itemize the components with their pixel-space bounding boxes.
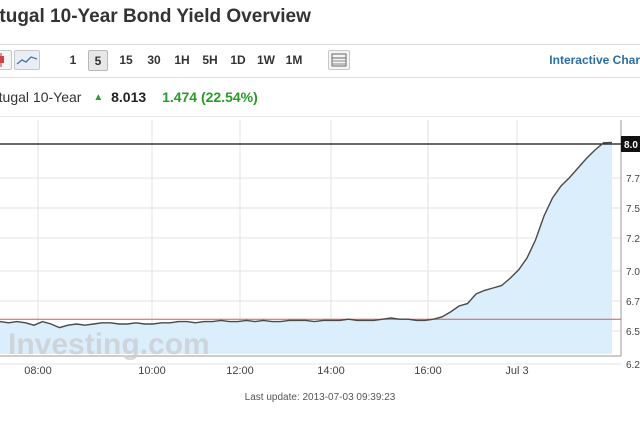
up-arrow-icon: ▲ [93, 92, 104, 103]
last-price: 8.013 [111, 89, 147, 105]
timeframe-1d[interactable]: 1D [230, 53, 246, 67]
y-tick-label: 7.5 [626, 204, 640, 215]
x-tick-label: 10:00 [138, 365, 166, 377]
timeframe-5[interactable]: 5 [88, 50, 108, 71]
last-update: Last update: 2013-07-03 09:39:23 [244, 392, 396, 403]
x-tick-label: 16:00 [414, 365, 442, 377]
y-tick-label: 7.0 [626, 267, 640, 278]
timeframe-1m[interactable]: 1M [285, 53, 303, 67]
x-tick-label: 08:00 [24, 365, 52, 377]
y-tick-label: 6.5 [626, 327, 640, 338]
chart-toolbar: 1 5 15 30 1H 5H 1D 1W 1M Interactive Char [0, 44, 640, 78]
line-chart-icon[interactable] [14, 50, 40, 70]
timeframe-5h[interactable]: 5H [202, 53, 218, 67]
price-chart-svg: 8.0 7.7 7.5 7.2 7.0 6.7 6.5 6.2 08:00 10:00 12:00 1… [0, 115, 640, 377]
y-tick-label: 6.7 [626, 297, 640, 308]
timeframe-1[interactable]: 1 [69, 53, 77, 67]
watermark-logo: Investing.com [8, 328, 210, 361]
series-line [0, 141, 613, 329]
timeframe-1h[interactable]: 1H [174, 53, 190, 67]
candlestick-icon[interactable] [0, 50, 12, 70]
y-tick-label: 7.2 [626, 234, 640, 245]
page-title: rtugal 10-Year Bond Yield Overview [0, 6, 311, 27]
current-value-badge [621, 136, 640, 152]
series-area-fill [0, 142, 612, 354]
timeframe-15[interactable]: 15 [119, 53, 133, 67]
price-chart[interactable]: 8.0 7.7 7.5 7.2 7.0 6.7 6.5 6.2 08:00 10:00 12:00 1… [0, 115, 640, 420]
y-tick-label: 6.2 [626, 360, 640, 371]
x-tick-label: 12:00 [226, 365, 254, 377]
instrument-name: rtugal 10-Year [0, 89, 82, 105]
current-value-label: 8.0 [624, 140, 638, 151]
timeframe-30[interactable]: 30 [147, 53, 161, 67]
quote-row: rtugal 10-Year ▲ 8.013 1.474 (22.54%) [0, 89, 258, 109]
timeframe-1w[interactable]: 1W [257, 53, 275, 67]
grid-table-icon[interactable] [328, 50, 350, 70]
x-tick-label: Jul 3 [505, 365, 528, 377]
price-change: 1.474 (22.54%) [162, 89, 258, 105]
x-tick-label: 14:00 [317, 365, 345, 377]
interactive-chart-link[interactable]: Interactive Char [549, 53, 640, 67]
y-tick-label: 7.7 [626, 174, 640, 185]
